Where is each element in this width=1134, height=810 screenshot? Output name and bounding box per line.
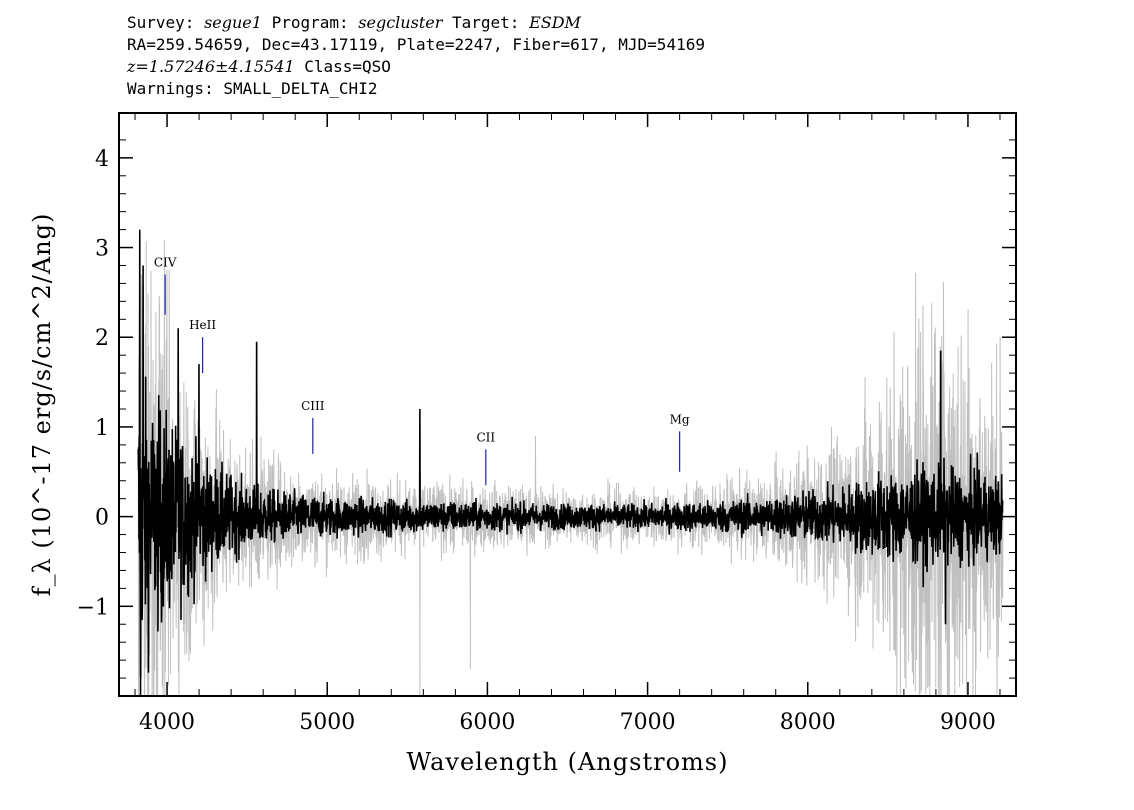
y-tick-label: 1 (95, 416, 109, 441)
redshift-value: z=1.57246±4.15541 (127, 57, 295, 76)
y-tick-label: 4 (95, 147, 109, 172)
x-tick-label: 8000 (780, 710, 836, 735)
x-tick-label: 7000 (620, 710, 676, 735)
line-marker-label-civ: CIV (154, 255, 177, 269)
x-axis-label: Wavelength (Angstroms) (407, 748, 729, 776)
line-marker-label-cii: CII (476, 430, 495, 444)
x-tick-label: 4000 (139, 710, 195, 735)
program-label: Program: (271, 13, 349, 32)
y-tick-label: 3 (95, 237, 109, 262)
plot-frame (118, 112, 1017, 697)
line-marker-label-heii: HeII (189, 318, 216, 332)
flux-series (137, 229, 1004, 696)
x-tick-label: 5000 (299, 710, 355, 735)
y-tick-label: −1 (77, 595, 109, 620)
flux-series-line (137, 229, 1004, 696)
header-line-coordinates: RA=259.54659, Dec=43.17119, Plate=2247, … (127, 35, 705, 54)
y-tick-label: 0 (95, 506, 109, 531)
header-line-survey: Survey: segue1 Program: segcluster Targe… (127, 12, 705, 34)
axis-ticks: 4000 5000 6000 7000 8000 9000 −1 0 1 2 3 4 (77, 113, 1016, 735)
class-value: Class=QSO (304, 57, 391, 76)
error-series-line (137, 239, 1004, 696)
line-marker-label-ciii: CIII (301, 399, 325, 413)
survey-value: segue1 (204, 13, 262, 32)
x-tick-label: 6000 (459, 710, 515, 735)
error-series (137, 239, 1004, 696)
header-line-warnings: Warnings: SMALL_DELTA_CHI2 (127, 79, 378, 98)
survey-label: Survey: (127, 13, 195, 32)
spectrum-header: Survey: segue1 Program: segcluster Targe… (127, 12, 705, 100)
line-marker-label-mg: Mg (670, 412, 690, 426)
target-label: Target: (452, 13, 520, 32)
line-markers: CIV HeII CIII CII Mg (154, 255, 690, 486)
y-tick-label: 2 (95, 326, 109, 351)
target-value: ESDM (529, 13, 581, 32)
y-axis-label: f_λ (10^-17 erg/s/cm^2/Ang) (28, 213, 56, 597)
program-value: segcluster (358, 13, 443, 32)
x-tick-label: 9000 (940, 710, 996, 735)
header-line-redshift: z=1.57246±4.15541 Class=QSO (127, 56, 705, 78)
